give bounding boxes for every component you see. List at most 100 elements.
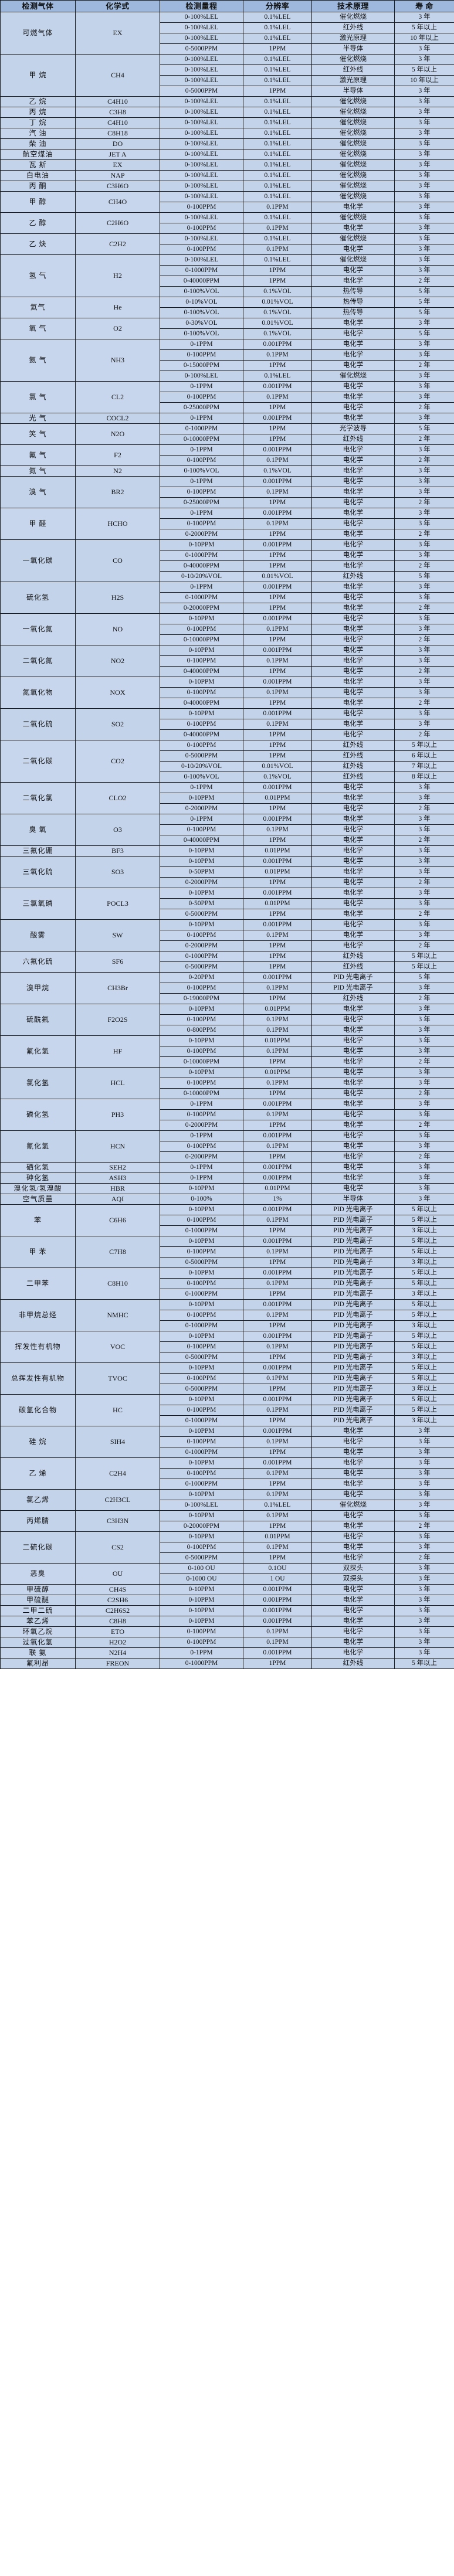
- cell-lifespan: 5 年以上: [394, 1204, 454, 1215]
- cell-resolution: 0.1%VOL: [243, 328, 312, 339]
- cell-range: 0-10PPM: [160, 708, 243, 719]
- cell-technology: PID 光电离子: [311, 1246, 395, 1258]
- table-row: 0-100PPM 0.1PPM 电化学 3 年: [1, 824, 454, 835]
- table-row: 0-100PPM 0.1PPM 电化学 3 年: [1, 1014, 454, 1025]
- cell-lifespan: 3 年: [394, 254, 454, 266]
- cell-technology: 电化学: [311, 1035, 395, 1046]
- cell-resolution: 1 OU: [243, 1574, 312, 1585]
- cell-range: 0-100PPM: [160, 244, 243, 255]
- table-row: 氟 气 F2 0-1PPM 0.001PPM 电化学 3 年: [0, 444, 454, 466]
- cell-gas: 氧 气: [0, 318, 76, 339]
- cell-technology: 电化学: [311, 1510, 395, 1521]
- cell-resolution: 0.1%VOL: [243, 307, 312, 318]
- cell-lifespan: 3 年以上: [394, 1289, 454, 1300]
- cell-lifespan: 5 年以上: [394, 1236, 454, 1247]
- cell-gas: 二氧化硫: [0, 708, 76, 740]
- cell-technology: 电化学: [311, 455, 395, 466]
- cell-range: 0-10PPM: [160, 1489, 243, 1500]
- cell-resolution: 1PPM: [243, 740, 312, 751]
- cell-resolution: 0.1PPM: [243, 1373, 312, 1384]
- cell-resolution: 1PPM: [243, 634, 312, 645]
- cell-formula: PH3: [75, 1099, 160, 1131]
- table-row: 砷化氢 ASH3 0-1PPM 0.001PPM 电化学 3 年: [0, 1173, 454, 1184]
- cell-lifespan: 2 年: [394, 1056, 454, 1068]
- cell-lifespan: 3 年: [394, 233, 454, 244]
- cell-range: 0-100PPM: [160, 392, 243, 403]
- cell-resolution: 0.1PPM: [243, 1046, 312, 1057]
- table-row: 0-2000PPM 1PPM 电化学 2 年: [1, 1120, 454, 1131]
- table-row: 柴 油 DO 0-100%LEL 0.1%LEL 催化燃烧 3 年: [0, 138, 454, 149]
- cell-formula: C2H3CL: [75, 1489, 160, 1511]
- table-row: 0-100PPM 0.1PPM 电化学 3 年: [1, 1468, 454, 1479]
- cell-technology: 电化学: [311, 349, 395, 361]
- table-row: 二甲苯 C8H10 0-10PPM 0.001PPM PID 光电离子 5 年以上: [0, 1267, 454, 1300]
- table-row: 乙 炔 C2H2 0-100%LEL 0.1%LEL 催化燃烧 3 年: [0, 233, 454, 255]
- cell-resolution: 0.1%LEL: [243, 191, 312, 202]
- cell-lifespan: 3 年: [394, 1584, 454, 1595]
- cell-gas: 二硫化碳: [0, 1531, 76, 1564]
- cell-lifespan: 3 年: [394, 1510, 454, 1521]
- cell-technology: 电化学: [311, 824, 395, 835]
- cell-technology: 催化燃烧: [311, 12, 395, 23]
- cell-technology: 电化学: [311, 793, 395, 804]
- cell-technology: 热传导: [311, 286, 395, 297]
- cell-resolution: 1PPM: [243, 1384, 312, 1395]
- cell-technology: 电化学: [311, 1595, 395, 1606]
- cell-range: 0-100PPM: [160, 202, 243, 213]
- cell-lifespan: 3 年: [394, 677, 454, 688]
- cell-resolution: 1PPM: [243, 1257, 312, 1268]
- table-row: 0-100PPM 0.1PPM 电化学 3 年: [1, 1078, 454, 1089]
- cell-gas: 瓦 斯: [0, 159, 76, 171]
- table-row: 硫化氢 H2S 0-1PPM 0.001PPM 电化学 3 年: [0, 582, 454, 614]
- cell-gas: 二氧化氮: [0, 645, 76, 677]
- cell-formula: O2: [75, 318, 160, 339]
- cell-resolution: 0.001PPM: [243, 919, 312, 930]
- cell-lifespan: 2 年: [394, 835, 454, 846]
- table-row: 0-100PPM 0.1PPM 电化学 3 年: [1, 655, 454, 667]
- table-row: 0-100PPM 0.1PPM 电化学 3 年: [1, 349, 454, 361]
- cell-resolution: 0.1PPM: [243, 455, 312, 466]
- cell-resolution: 0.1PPM: [243, 1468, 312, 1479]
- table-row: 0-800PPM 0.1PPM 电化学 3 年: [1, 1025, 454, 1036]
- cell-technology: 电化学: [311, 1130, 395, 1141]
- table-row: 0-100%VOL 0.1%VOL 红外线 8 年以上: [1, 772, 454, 783]
- cell-lifespan: 3 年: [394, 1647, 454, 1659]
- table-row: 甲硫醇 CH4S 0-10PPM 0.001PPM 电化学 3 年: [0, 1584, 454, 1595]
- cell-lifespan: 3 年: [394, 898, 454, 909]
- table-row: 0-5000PPM 1PPM 红外线 5 年以上: [1, 961, 454, 973]
- cell-lifespan: 3 年以上: [394, 1257, 454, 1268]
- cell-lifespan: 3 年: [394, 349, 454, 361]
- cell-range: 0-100%LEL: [160, 254, 243, 266]
- cell-gas: 丙 酮: [0, 181, 76, 192]
- cell-gas: 氯化氢: [0, 1067, 76, 1099]
- cell-lifespan: 3 年: [394, 138, 454, 149]
- cell-gas: 臭 氧: [0, 814, 76, 846]
- cell-resolution: 1PPM: [243, 1447, 312, 1458]
- cell-resolution: 0.1%LEL: [243, 117, 312, 128]
- cell-gas: 氨 气: [0, 339, 76, 382]
- cell-range: 0-100%LEL: [160, 64, 243, 76]
- table-row: 二氧化氮 NO2 0-10PPM 0.001PPM 电化学 3 年: [0, 645, 454, 677]
- cell-lifespan: 3 年: [394, 719, 454, 730]
- column-header-resolution: 分辨率: [243, 0, 312, 12]
- cell-formula: H2O2: [75, 1637, 160, 1648]
- cell-technology: 激光原理: [311, 33, 395, 44]
- cell-lifespan: 5 年以上: [394, 1267, 454, 1279]
- cell-gas: 磷化氢: [0, 1099, 76, 1131]
- cell-technology: 电化学: [311, 560, 395, 572]
- cell-resolution: 0.001PPM: [243, 1394, 312, 1405]
- cell-technology: 催化燃烧: [311, 117, 395, 128]
- cell-resolution: 0.1PPM: [243, 1078, 312, 1089]
- cell-formula: ASH3: [75, 1173, 160, 1184]
- cell-formula: C3H6O: [75, 181, 160, 192]
- cell-range: 0-1000PPM: [160, 1289, 243, 1300]
- cell-formula: SO2: [75, 708, 160, 740]
- cell-resolution: 0.001PPM: [243, 1426, 312, 1437]
- cell-range: 0-100%LEL: [160, 191, 243, 202]
- cell-gas: 柴 油: [0, 138, 76, 149]
- cell-range: 0-2000PPM: [160, 940, 243, 951]
- cell-technology: 催化燃烧: [311, 1500, 395, 1511]
- cell-lifespan: 3 年: [394, 371, 454, 382]
- cell-lifespan: 3 年: [394, 550, 454, 561]
- cell-resolution: 1PPM: [243, 666, 312, 677]
